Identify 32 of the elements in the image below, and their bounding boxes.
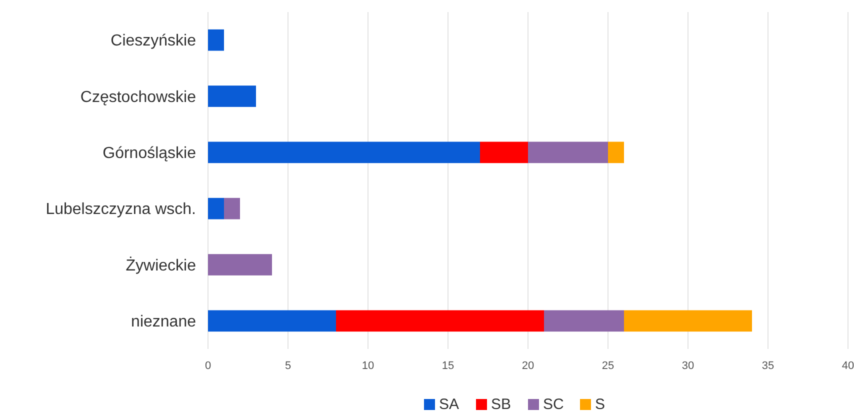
bar xyxy=(624,310,752,332)
y-tick-label: Żywieckie xyxy=(126,256,196,274)
x-tick-label: 30 xyxy=(682,360,694,372)
bar xyxy=(336,310,544,332)
x-tick-label: 10 xyxy=(362,360,374,372)
bar xyxy=(208,29,224,51)
bar xyxy=(208,310,336,332)
legend-label: S xyxy=(595,396,606,413)
bar xyxy=(224,198,240,220)
bar xyxy=(208,254,272,276)
x-tick-label: 15 xyxy=(442,360,454,372)
bar xyxy=(528,142,608,164)
bar xyxy=(208,86,256,107)
legend-label: SA xyxy=(439,396,460,413)
bar xyxy=(208,198,224,220)
bar xyxy=(208,142,480,164)
y-tick-label: Górnośląskie xyxy=(102,145,196,162)
y-tick-label: Częstochowskie xyxy=(80,88,196,106)
x-tick-label: 20 xyxy=(522,360,534,372)
bar xyxy=(544,310,624,332)
x-tick-label: 0 xyxy=(204,360,212,372)
x-tick-label: 5 xyxy=(284,360,292,372)
bar xyxy=(608,142,624,164)
bar xyxy=(480,142,528,164)
legend-label: SB xyxy=(491,396,512,413)
x-tick-label: 40 xyxy=(842,360,854,372)
x-tick-label: 25 xyxy=(602,360,614,372)
legend-label: SC xyxy=(543,396,564,413)
y-tick-label: Lubelszczyzna wsch. xyxy=(46,201,196,218)
x-tick-label: 35 xyxy=(762,360,774,372)
y-tick-label: nieznane xyxy=(131,314,196,331)
y-tick-label: Cieszyńskie xyxy=(110,32,196,50)
